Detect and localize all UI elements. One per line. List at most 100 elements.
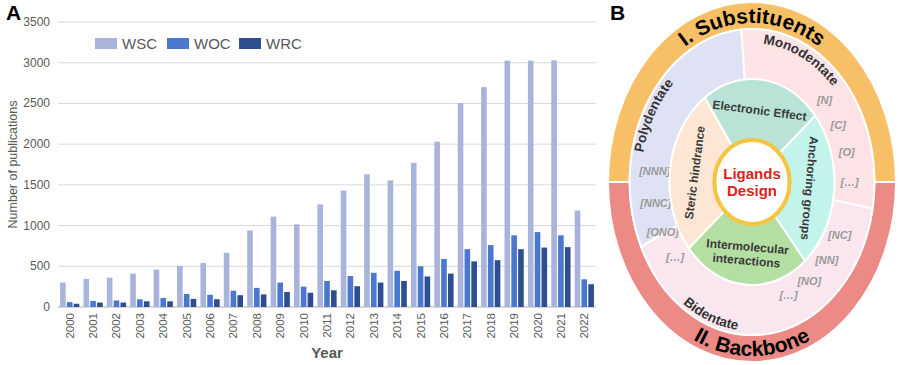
- x-tick-label: 2012: [344, 313, 356, 339]
- bar: [558, 235, 564, 307]
- legend-label: WOC: [194, 35, 231, 52]
- bar: [207, 295, 213, 307]
- grid-line: [58, 225, 596, 226]
- ring-diagram: I. SubstituentsII. BackbonePolydentate[N…: [608, 2, 896, 362]
- ligand-class: [NC]: [827, 229, 852, 241]
- ligand-class: [N]: [816, 94, 833, 106]
- x-tick-label: 2005: [181, 313, 193, 339]
- bar: [434, 142, 440, 307]
- ligand-class: [NO]: [796, 275, 821, 287]
- bar: [324, 281, 330, 307]
- bar: [518, 249, 524, 307]
- inner-label-line: Anchoring groups: [798, 136, 821, 241]
- x-tick-label: 2022: [578, 313, 590, 339]
- bar: [535, 232, 541, 307]
- bar: [97, 303, 103, 307]
- legend-swatch: [167, 38, 189, 49]
- bar: [74, 304, 80, 307]
- middle-label: Monodentate: [762, 32, 842, 89]
- ligand-class: […]: [778, 289, 798, 301]
- bar: [67, 302, 73, 307]
- grid-line: [58, 103, 596, 104]
- bar: [471, 261, 477, 307]
- x-tick-label: 2013: [368, 313, 380, 339]
- y-tick-label: 500: [30, 259, 50, 273]
- ligand-class: [NN]: [814, 254, 839, 266]
- bar: [448, 274, 454, 307]
- bar: [441, 259, 447, 307]
- x-tick-label: 2006: [204, 313, 216, 339]
- x-tick-label: 2018: [485, 313, 497, 339]
- bar: [308, 293, 314, 307]
- legend-swatch: [95, 38, 117, 49]
- bars: [60, 60, 594, 307]
- bar: [331, 290, 337, 307]
- center-label-line: Design: [727, 182, 777, 199]
- legend: WSCWOCWRC: [95, 35, 302, 52]
- inner-label: Electronic Effect: [712, 97, 808, 123]
- y-tick-label: 2500: [23, 96, 50, 110]
- ligand-class: [ONO]: [646, 226, 680, 238]
- x-tick-label: 2008: [251, 313, 263, 339]
- x-tick-label: 2019: [508, 313, 520, 339]
- bar: [348, 276, 354, 307]
- bar: [575, 211, 581, 307]
- x-tick-label: 2001: [87, 313, 99, 339]
- x-tick-label: 2011: [321, 313, 333, 338]
- bar: [177, 266, 183, 307]
- inner-label: Intermolecularinteractions: [705, 236, 790, 271]
- bar: [341, 191, 347, 307]
- bar: [488, 245, 494, 307]
- bar: [200, 263, 206, 307]
- grid-line: [58, 22, 596, 23]
- bar: [301, 287, 307, 307]
- middle-label: Polydentate: [631, 75, 676, 153]
- bar: [114, 300, 120, 307]
- bar: [271, 217, 277, 307]
- bar: [130, 274, 136, 307]
- bar: [465, 249, 471, 307]
- bar: [378, 283, 384, 307]
- y-tick-label: 1000: [23, 219, 50, 233]
- x-tick-label: 2017: [461, 313, 473, 339]
- ligand-class: [C]: [830, 119, 847, 131]
- bar: [277, 283, 283, 307]
- grid-line: [58, 62, 596, 63]
- bar: [160, 298, 166, 307]
- bar: [394, 271, 400, 307]
- grid-line: [58, 184, 596, 185]
- bar: [542, 248, 548, 307]
- bar: [137, 299, 143, 307]
- inner-label-line: Steric hindrance: [682, 125, 708, 220]
- x-tick-label: 2000: [64, 313, 76, 339]
- y-axis-label: Number of publications: [6, 101, 20, 229]
- ligand-class: […]: [839, 176, 859, 188]
- x-tick-label: 2004: [157, 312, 169, 338]
- x-axis-label: Year: [311, 344, 343, 361]
- inner-label: Steric hindrance: [682, 125, 708, 220]
- middle-label-path: Bidentate: [681, 294, 740, 333]
- bar: [224, 253, 230, 307]
- x-tick-label: 2014: [391, 312, 403, 338]
- bar: [551, 60, 557, 307]
- bar: [231, 291, 237, 307]
- center-label: LigandsDesign: [723, 165, 781, 199]
- inner-label: Anchoring groups: [798, 136, 821, 241]
- panel-label: A: [6, 1, 21, 24]
- bar: [167, 301, 173, 307]
- bar: [495, 260, 501, 307]
- bar: [90, 301, 96, 307]
- bar: [120, 303, 126, 307]
- bar: [254, 288, 260, 307]
- bar: [284, 292, 290, 307]
- bar-chart: 0500100015002000250030003500200020012002…: [6, 15, 596, 361]
- bar: [581, 279, 587, 307]
- y-tick-label: 1500: [23, 178, 50, 192]
- x-tick-label: 2002: [110, 313, 122, 339]
- bar: [184, 294, 190, 307]
- bar: [83, 279, 89, 307]
- bar: [237, 295, 243, 307]
- bar: [481, 87, 487, 307]
- bar: [354, 286, 360, 307]
- bar: [565, 247, 571, 307]
